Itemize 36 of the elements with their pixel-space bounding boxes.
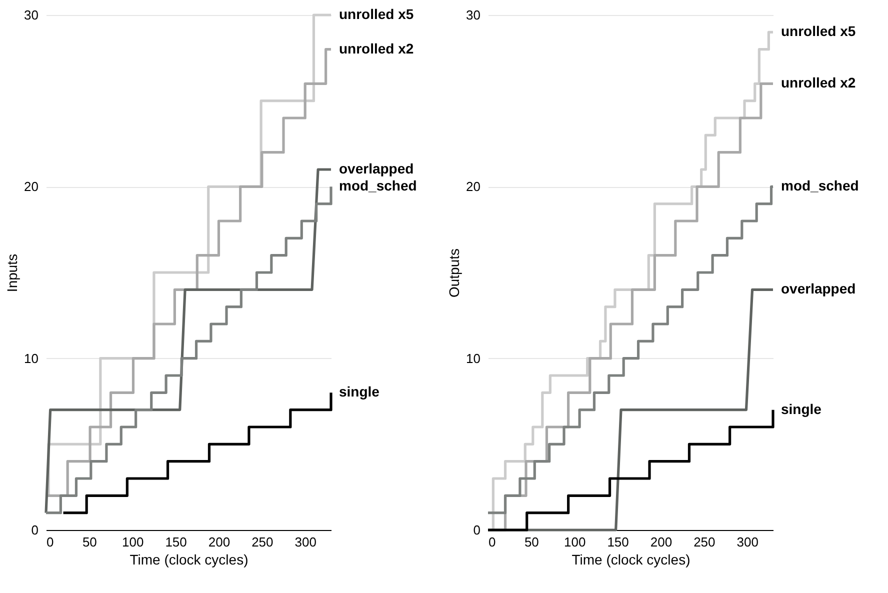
- x-tick-label: 0: [488, 534, 496, 550]
- y-tick-label: 30: [466, 8, 480, 22]
- x-tick-label: 300: [736, 534, 758, 550]
- x-tick-label: 150: [165, 534, 187, 550]
- y-tick-label: 0: [31, 522, 38, 538]
- series-label: unrolled x5: [781, 23, 856, 40]
- y-axis-title: Inputs: [4, 254, 20, 292]
- y-tick-label: 20: [24, 179, 38, 194]
- y-tick-label: 20: [466, 179, 480, 194]
- y-tick-label: 30: [24, 8, 38, 22]
- x-axis-title: Time (clock cycles): [130, 552, 248, 568]
- series-label: unrolled x5: [339, 6, 414, 22]
- y-tick-label: 0: [473, 522, 480, 538]
- x-tick-label: 50: [82, 534, 97, 550]
- y-tick-label: 10: [466, 350, 480, 366]
- x-tick-label: 250: [694, 534, 716, 550]
- series-label: mod_sched: [339, 178, 417, 194]
- x-tick-label: 100: [564, 534, 586, 550]
- x-tick-label: 250: [252, 534, 274, 550]
- x-tick-label: 200: [208, 534, 230, 550]
- y-axis-title: Outputs: [446, 248, 462, 298]
- x-tick-label: 200: [650, 534, 672, 550]
- x-tick-label: 300: [294, 534, 316, 550]
- series-label: single: [781, 400, 822, 417]
- y-tick-label: 10: [24, 350, 38, 366]
- x-tick-label: 0: [46, 534, 54, 550]
- series-label: single: [339, 384, 380, 400]
- series-label: unrolled x2: [339, 40, 414, 56]
- x-axis-title: Time (clock cycles): [572, 552, 690, 568]
- series-label: overlapped: [781, 280, 856, 297]
- series-label: unrolled x2: [781, 74, 856, 91]
- x-tick-label: 100: [122, 534, 144, 550]
- x-tick-label: 150: [607, 534, 629, 550]
- series-label: mod_sched: [781, 178, 859, 194]
- series-label: overlapped: [339, 160, 414, 176]
- x-tick-label: 50: [524, 534, 539, 550]
